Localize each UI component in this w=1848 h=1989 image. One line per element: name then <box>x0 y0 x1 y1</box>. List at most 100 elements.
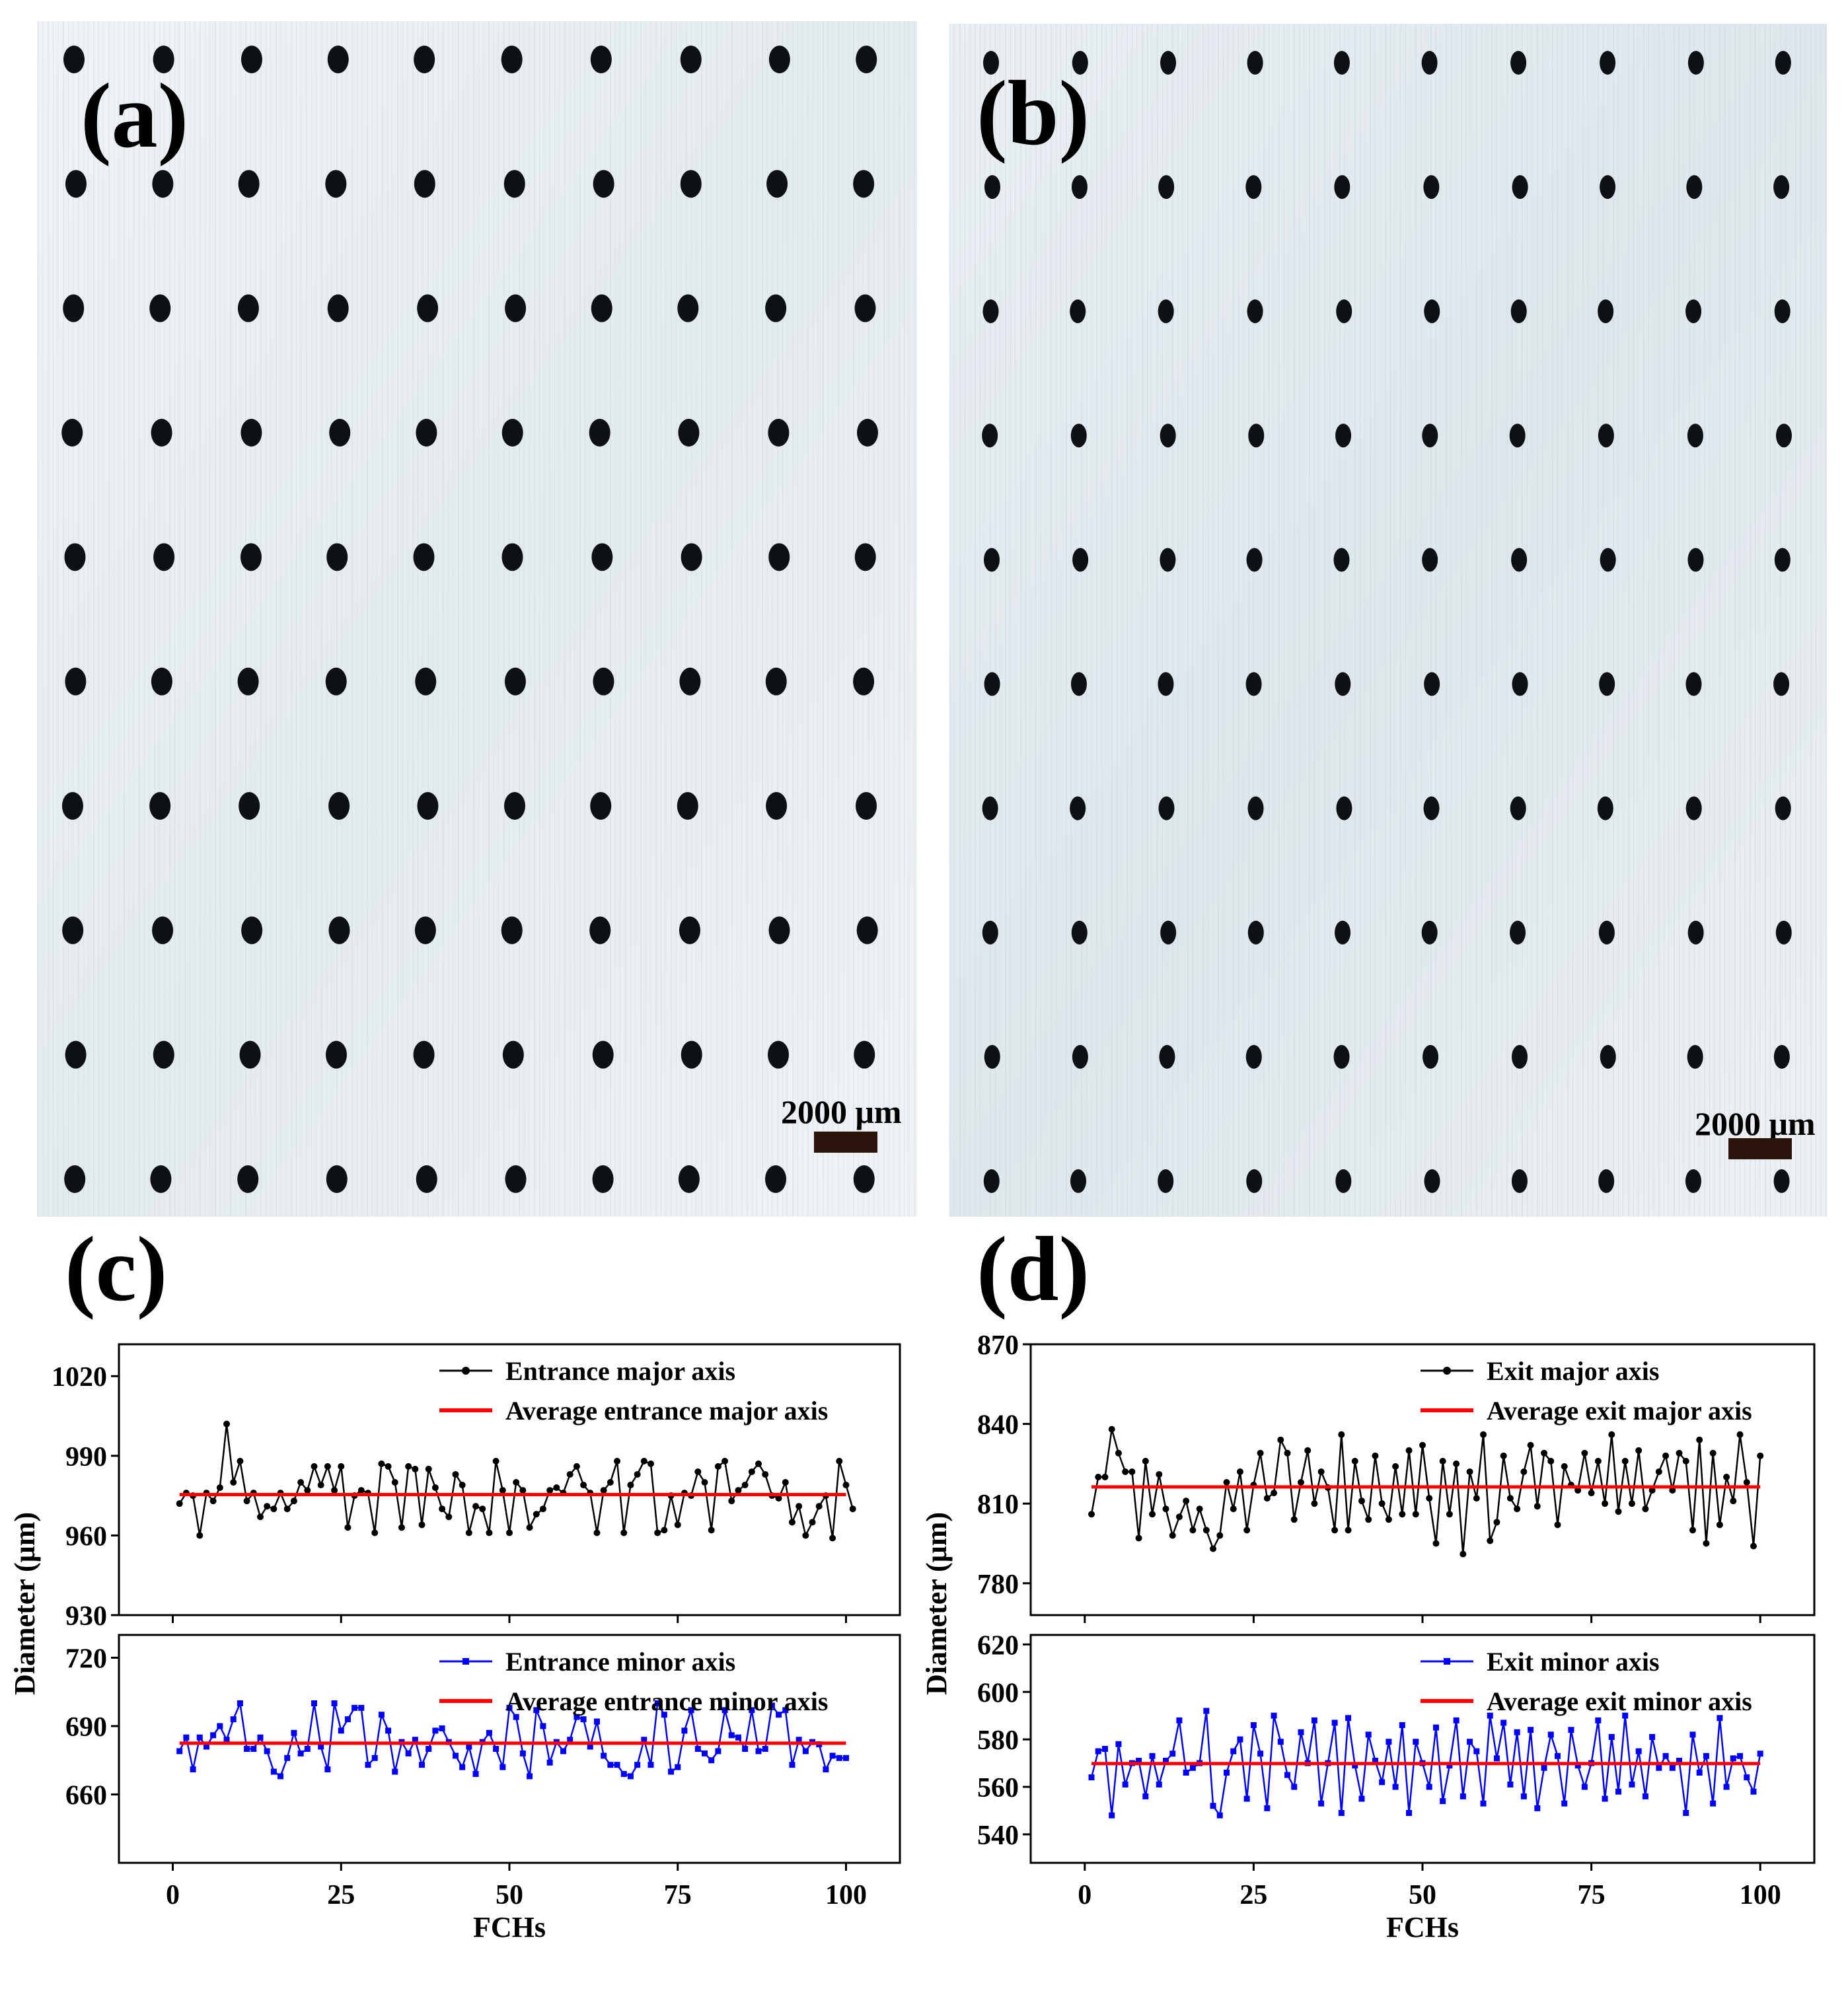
panel-b-label: (b) <box>977 62 1090 164</box>
data-point <box>1737 1753 1744 1759</box>
data-point <box>1541 1764 1547 1771</box>
data-point <box>566 1470 573 1478</box>
hole <box>1600 51 1616 75</box>
hole <box>1512 175 1528 199</box>
data-point <box>1696 1436 1703 1443</box>
series-line <box>1090 1429 1761 1554</box>
data-point <box>297 1479 305 1486</box>
hole <box>589 419 610 447</box>
data-point <box>1311 1717 1317 1723</box>
data-point <box>519 1487 527 1494</box>
data-point <box>1406 1810 1413 1817</box>
y-tick-label: 780 <box>977 1570 1019 1600</box>
data-point <box>324 1766 331 1773</box>
legend-marker <box>1443 1367 1451 1375</box>
legend-label: Entrance major axis <box>505 1356 735 1386</box>
hole <box>1247 299 1263 324</box>
hole <box>1687 548 1704 572</box>
subplot-major: 780 810 840 870 Exit major axis Average exit … <box>977 1330 1816 1623</box>
hole <box>1773 1169 1790 1193</box>
data-point <box>1615 1788 1621 1795</box>
data-point <box>1095 1473 1102 1480</box>
data-point <box>1176 1717 1183 1723</box>
data-point <box>533 1707 540 1714</box>
hole <box>1335 423 1352 448</box>
data-point <box>721 1457 729 1465</box>
data-point <box>492 1457 499 1465</box>
panel-a-scalebar-label: 2000 μm <box>781 1093 902 1130</box>
data-point <box>701 1479 708 1486</box>
hole <box>1158 175 1175 199</box>
panel-b-photo: (b) 2000 μm <box>949 24 1827 1217</box>
data-point <box>600 1487 607 1494</box>
data-point <box>1372 1757 1378 1764</box>
data-point <box>1473 1495 1480 1502</box>
data-point <box>1088 1774 1095 1781</box>
data-point <box>432 1727 439 1734</box>
data-point <box>1534 1805 1541 1811</box>
data-point <box>1649 1734 1656 1741</box>
data-point <box>1594 1457 1602 1465</box>
data-point <box>1291 1784 1298 1790</box>
hole <box>414 46 435 73</box>
data-point <box>1304 1447 1312 1454</box>
data-point <box>1379 1779 1386 1786</box>
data-point <box>1183 1498 1190 1505</box>
data-point <box>708 1527 715 1534</box>
data-point <box>338 1463 345 1470</box>
hole <box>237 294 259 322</box>
hole <box>984 175 1000 199</box>
data-point <box>715 1748 721 1754</box>
data-point <box>1432 1724 1439 1731</box>
hole <box>1160 51 1177 75</box>
hole <box>151 419 172 447</box>
data-point <box>842 1482 850 1489</box>
hole <box>1160 920 1177 945</box>
data-point <box>513 1714 519 1720</box>
data-point <box>412 1465 419 1472</box>
y-axis-title: Diameter (μm) <box>9 1512 41 1695</box>
data-point <box>1648 1487 1656 1494</box>
hole <box>1336 299 1352 324</box>
data-point <box>1196 1505 1203 1513</box>
data-point <box>230 1716 237 1723</box>
data-point <box>1440 1798 1446 1805</box>
hole <box>240 543 262 571</box>
data-point <box>1156 1781 1162 1788</box>
data-point <box>230 1479 237 1486</box>
y-tick-label: 990 <box>65 1442 107 1472</box>
data-point <box>1412 1511 1419 1518</box>
data-point <box>318 1743 324 1750</box>
data-point <box>324 1463 331 1470</box>
hole <box>1598 920 1615 945</box>
data-point <box>1602 1500 1609 1507</box>
hole <box>1687 51 1704 75</box>
data-point <box>1473 1748 1480 1754</box>
hole <box>152 916 174 945</box>
hole <box>64 543 86 571</box>
hole <box>326 1165 348 1193</box>
hole <box>853 170 875 198</box>
data-point <box>264 1503 271 1510</box>
data-point <box>1216 1532 1224 1539</box>
hole <box>153 543 175 571</box>
data-point <box>1284 1449 1291 1457</box>
data-point <box>1628 1500 1635 1507</box>
hole <box>64 1165 86 1193</box>
data-point <box>802 1748 809 1754</box>
data-point <box>741 1482 749 1489</box>
panel-b-scalebar-label: 2000 μm <box>1695 1105 1816 1142</box>
hole <box>1600 548 1616 572</box>
hole <box>1423 1044 1439 1069</box>
x-axis-title: FCHs <box>473 1911 546 1943</box>
hole <box>1333 1044 1350 1069</box>
hole <box>237 1165 259 1193</box>
hole <box>1598 1169 1615 1193</box>
data-point <box>378 1712 385 1718</box>
data-point <box>1460 1550 1467 1558</box>
data-point <box>344 1716 351 1723</box>
panel-b-texture <box>949 24 1827 1217</box>
hole <box>592 1165 614 1193</box>
data-point <box>250 1746 257 1752</box>
data-point <box>1621 1457 1629 1465</box>
